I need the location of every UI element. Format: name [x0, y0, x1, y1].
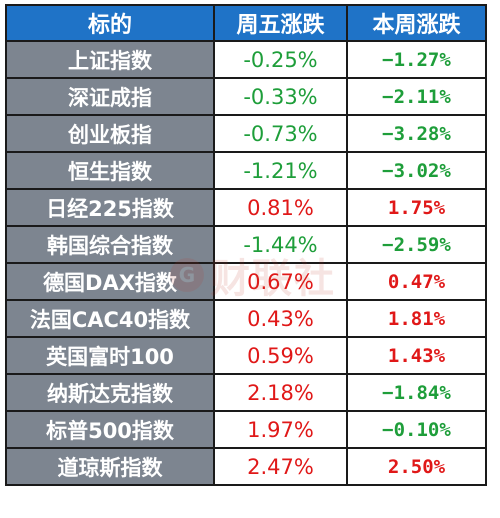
weekly-change: −2.11%: [346, 77, 487, 116]
table-row: 英国富时100 0.59% 1.43%: [5, 336, 487, 375]
table-row: 道琼斯指数 2.47% 2.50%: [5, 447, 487, 486]
weekly-change: 1.43%: [346, 336, 487, 375]
table-row: 创业板指 -0.73% −3.28%: [5, 114, 487, 153]
table-row: 法国CAC40指数 0.43% 1.81%: [5, 299, 487, 338]
table-row: 韩国综合指数 -1.44% −2.59%: [5, 225, 487, 264]
friday-change: -0.73%: [213, 114, 348, 153]
index-name: 道琼斯指数: [5, 447, 215, 486]
weekly-change: 1.81%: [346, 299, 487, 338]
weekly-change: −3.02%: [346, 151, 487, 190]
table-row: 恒生指数 -1.21% −3.02%: [5, 151, 487, 190]
friday-change: 1.97%: [213, 410, 348, 449]
index-name: 创业板指: [5, 114, 215, 153]
table-row: 深证成指 -0.33% −2.11%: [5, 77, 487, 116]
index-name: 日经225指数: [5, 188, 215, 227]
table-row: 日经225指数 0.81% 1.75%: [5, 188, 487, 227]
friday-change: -1.44%: [213, 225, 348, 264]
index-name: 上证指数: [5, 40, 215, 79]
weekly-change: −3.28%: [346, 114, 487, 153]
friday-change: -1.21%: [213, 151, 348, 190]
table-row: 纳斯达克指数 2.18% −1.84%: [5, 373, 487, 412]
table-row: 上证指数 -0.25% −1.27%: [5, 40, 487, 79]
friday-change: 0.43%: [213, 299, 348, 338]
weekly-change: −1.27%: [346, 40, 487, 79]
index-name: 韩国综合指数: [5, 225, 215, 264]
header-weekly-change: 本周涨跌: [346, 4, 487, 42]
index-name: 标普500指数: [5, 410, 215, 449]
index-name: 德国DAX指数: [5, 262, 215, 301]
market-table-container: 标的 周五涨跌 本周涨跌 上证指数 -0.25% −1.27% 深证成指 -0.33% −…: [5, 4, 487, 486]
index-name: 恒生指数: [5, 151, 215, 190]
market-index-table: 标的 周五涨跌 本周涨跌 上证指数 -0.25% −1.27% 深证成指 -0.33% −…: [5, 4, 487, 486]
table-header-row: 标的 周五涨跌 本周涨跌: [5, 4, 487, 42]
table-row: 德国DAX指数 0.67% 0.47%: [5, 262, 487, 301]
weekly-change: 0.47%: [346, 262, 487, 301]
friday-change: 0.67%: [213, 262, 348, 301]
weekly-change: −2.59%: [346, 225, 487, 264]
index-name: 深证成指: [5, 77, 215, 116]
weekly-change: −1.84%: [346, 373, 487, 412]
index-name: 英国富时100: [5, 336, 215, 375]
index-name: 法国CAC40指数: [5, 299, 215, 338]
table-row: 标普500指数 1.97% −0.10%: [5, 410, 487, 449]
friday-change: 2.47%: [213, 447, 348, 486]
friday-change: 2.18%: [213, 373, 348, 412]
index-name: 纳斯达克指数: [5, 373, 215, 412]
header-friday-change: 周五涨跌: [213, 4, 348, 42]
weekly-change: −0.10%: [346, 410, 487, 449]
friday-change: -0.33%: [213, 77, 348, 116]
friday-change: 0.81%: [213, 188, 348, 227]
friday-change: 0.59%: [213, 336, 348, 375]
friday-change: -0.25%: [213, 40, 348, 79]
weekly-change: 2.50%: [346, 447, 487, 486]
header-index: 标的: [5, 4, 215, 42]
weekly-change: 1.75%: [346, 188, 487, 227]
